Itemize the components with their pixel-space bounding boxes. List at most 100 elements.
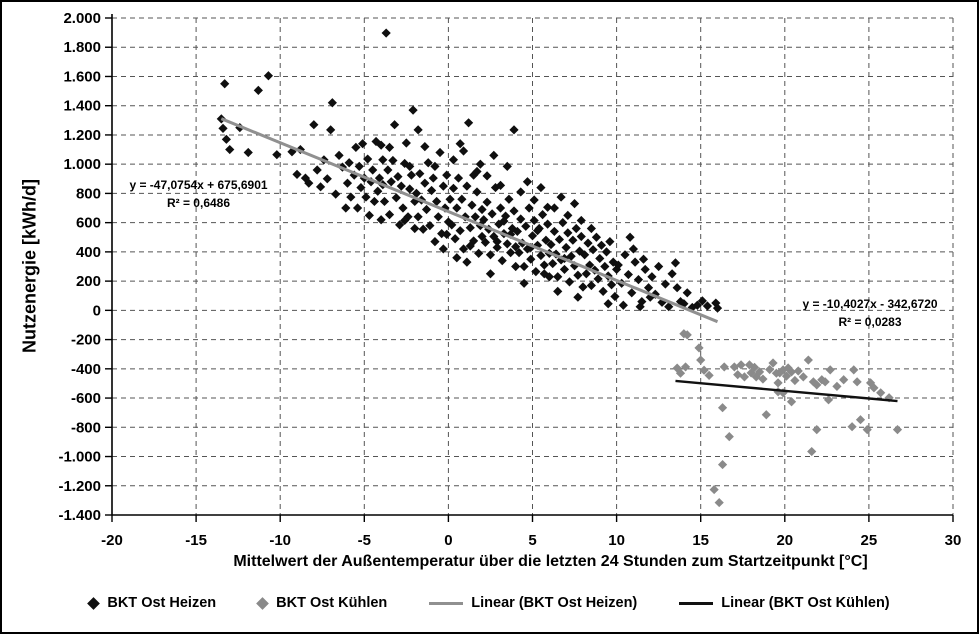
data-point-heizen [511, 242, 521, 252]
data-point-kuehlen [892, 425, 903, 435]
data-point-heizen [457, 194, 467, 204]
data-point-heizen [430, 237, 440, 247]
legend-item-heizen: BKT Ost Heizen [87, 595, 217, 611]
data-point-kuehlen [778, 388, 788, 398]
data-point-heizen [398, 203, 408, 213]
data-point-heizen [675, 296, 686, 307]
legend-label: BKT Ost Heizen [107, 595, 217, 611]
data-point-heizen [578, 282, 588, 292]
data-point-heizen [712, 303, 723, 313]
data-point-heizen [576, 215, 586, 226]
data-point-heizen [664, 302, 674, 312]
data-point-heizen [292, 169, 302, 180]
x-tick-label: 15 [692, 532, 709, 549]
data-point-heizen [218, 123, 228, 133]
data-point-heizen [606, 280, 617, 290]
data-point-kuehlen [680, 362, 691, 372]
data-point-heizen [561, 242, 571, 253]
y-tick-label: -200 [71, 332, 101, 349]
data-point-heizen [371, 136, 381, 147]
data-point-heizen [485, 250, 496, 260]
data-point-heizen [376, 140, 386, 150]
data-point-heizen [405, 184, 415, 194]
data-point-heizen [450, 234, 460, 244]
y-tick-label: -1.000 [58, 449, 101, 466]
data-point-heizen [585, 260, 595, 270]
data-point-heizen [309, 120, 319, 130]
data-point-heizen [660, 279, 670, 289]
data-point-heizen [304, 178, 314, 188]
data-point-heizen [331, 189, 341, 199]
y-tick-label: 200 [76, 273, 101, 290]
data-point-heizen [356, 182, 366, 193]
data-point-heizen [559, 264, 570, 275]
data-point-heizen [421, 204, 432, 215]
data-point-heizen [580, 250, 590, 260]
data-point-heizen [605, 237, 615, 247]
data-point-heizen [428, 173, 438, 183]
x-tick-label: 5 [528, 532, 536, 549]
data-point-kuehlen [865, 378, 876, 388]
data-point-heizen [388, 155, 398, 166]
data-point-kuehlen [825, 365, 835, 375]
data-point-kuehlen [812, 425, 822, 435]
data-point-kuehlen [876, 388, 886, 398]
data-point-kuehlen [675, 368, 686, 378]
data-point-heizen [647, 272, 657, 282]
data-point-kuehlen [808, 377, 818, 387]
data-point-heizen [591, 232, 602, 242]
data-point-heizen [554, 234, 565, 245]
data-point-heizen [522, 177, 533, 187]
data-point-heizen [442, 170, 452, 180]
data-point-kuehlen [852, 377, 862, 387]
data-point-heizen [628, 244, 639, 254]
data-point-heizen [586, 280, 596, 291]
data-point-heizen [516, 214, 526, 224]
data-point-heizen [368, 165, 378, 175]
data-point-heizen [225, 144, 235, 155]
data-point-heizen [618, 300, 628, 310]
data-point-heizen [396, 181, 406, 191]
data-point-heizen [625, 232, 635, 242]
data-point-kuehlen [778, 365, 788, 375]
data-point-heizen [341, 203, 351, 213]
data-point-heizen [514, 248, 524, 258]
data-point-heizen [512, 226, 522, 237]
data-point-kuehlen [714, 497, 724, 508]
data-point-heizen [420, 142, 430, 152]
data-point-heizen [351, 142, 361, 152]
data-point-heizen [465, 223, 475, 233]
y-tick-label: 0 [93, 302, 101, 319]
data-point-heizen [485, 269, 496, 279]
equation-text: y = -47,0754x + 675,6901 [129, 178, 268, 192]
data-point-heizen [588, 245, 598, 255]
data-point-kuehlen [709, 484, 719, 495]
data-point-heizen [490, 182, 501, 193]
data-point-heizen [489, 150, 499, 161]
data-point-heizen [467, 200, 477, 210]
x-tick-label: -5 [358, 532, 371, 549]
data-point-heizen [364, 210, 374, 220]
data-point-kuehlen [823, 395, 834, 405]
y-tick-label: -1.200 [58, 478, 101, 495]
data-point-heizen [373, 186, 383, 196]
data-point-kuehlen [699, 365, 709, 375]
data-point-heizen [458, 146, 469, 156]
data-point-heizen [613, 260, 623, 270]
data-point-heizen [344, 158, 354, 168]
data-point-kuehlen [820, 377, 830, 387]
data-point-heizen [670, 258, 681, 268]
data-point-heizen [272, 150, 282, 160]
data-point-heizen [413, 125, 423, 135]
y-tick-label: 1.600 [63, 68, 101, 85]
data-point-heizen [453, 173, 464, 183]
data-point-heizen [474, 248, 484, 258]
data-point-heizen [263, 71, 274, 81]
data-point-heizen [672, 283, 682, 293]
y-tick-label: -1.400 [58, 507, 101, 524]
data-point-heizen [448, 183, 459, 193]
data-point-kuehlen [786, 397, 797, 407]
data-point-heizen [433, 212, 443, 222]
